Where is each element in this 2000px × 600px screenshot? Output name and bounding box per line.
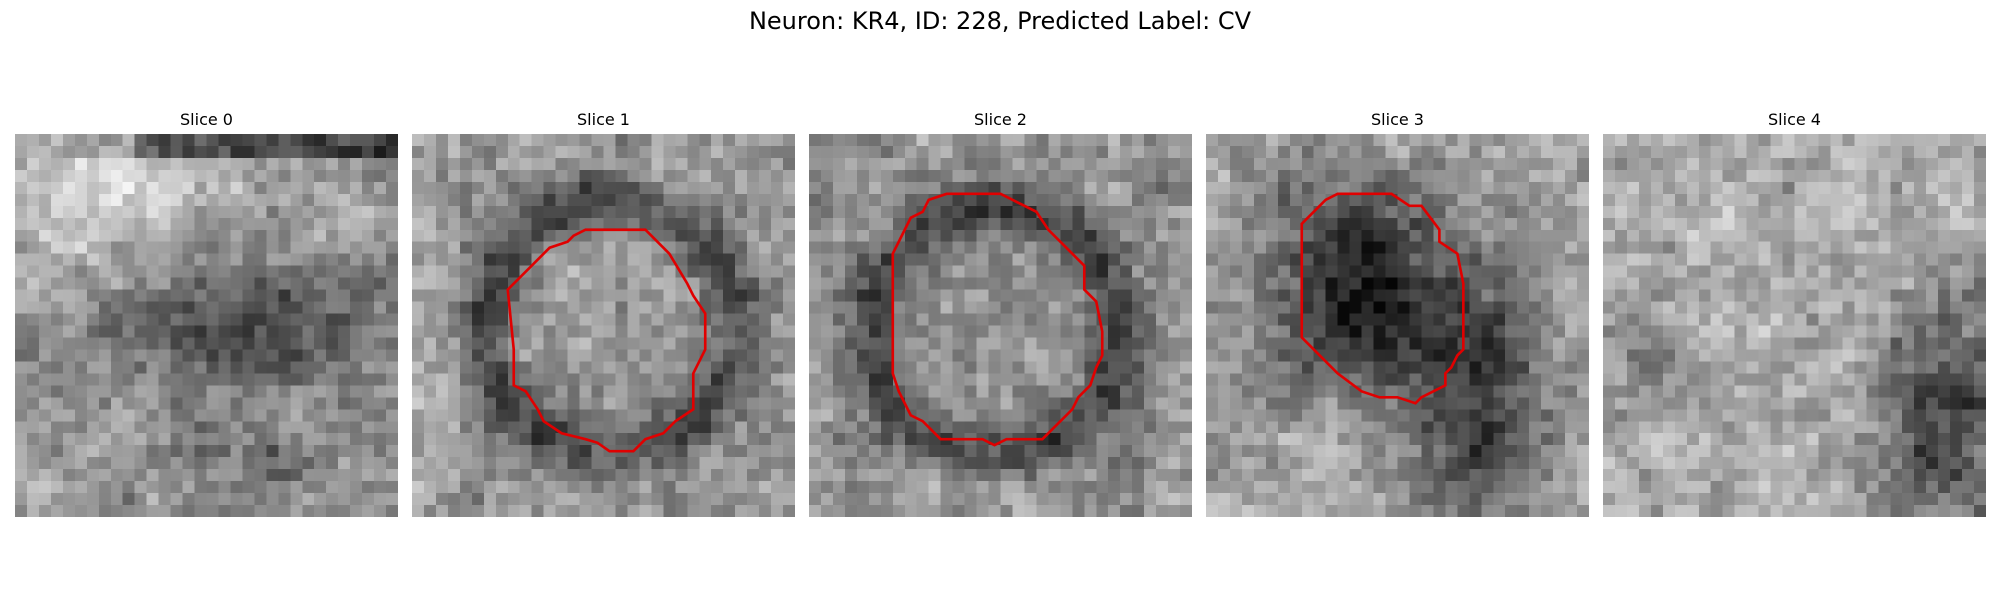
figure-title: Neuron: KR4, ID: 228, Predicted Label: C… — [748, 7, 1252, 35]
slice-title-4: Slice 4 — [1768, 110, 1821, 129]
slice-title-0: Slice 0 — [180, 110, 233, 129]
slice-title-1: Slice 1 — [577, 110, 630, 129]
slice-panel-3: Slice 3 — [1206, 108, 1589, 517]
slice-image-3 — [1206, 134, 1589, 517]
slice-title-2: Slice 2 — [974, 110, 1027, 129]
slice-panel-1: Slice 1 — [412, 108, 795, 517]
slice-panel-2: Slice 2 — [809, 108, 1192, 517]
contour-outline-3 — [1300, 192, 1465, 405]
slice-title-3: Slice 3 — [1371, 110, 1424, 129]
slice-panel-4: Slice 4 — [1603, 108, 1986, 517]
contour-outline-1 — [506, 228, 707, 453]
slice-image-0 — [15, 134, 398, 517]
slice-image-4 — [1603, 134, 1986, 517]
slice-image-1 — [412, 134, 795, 517]
slice-image-2 — [809, 134, 1192, 517]
contour-outline-2 — [891, 192, 1104, 447]
slice-panel-0: Slice 0 — [15, 108, 398, 517]
